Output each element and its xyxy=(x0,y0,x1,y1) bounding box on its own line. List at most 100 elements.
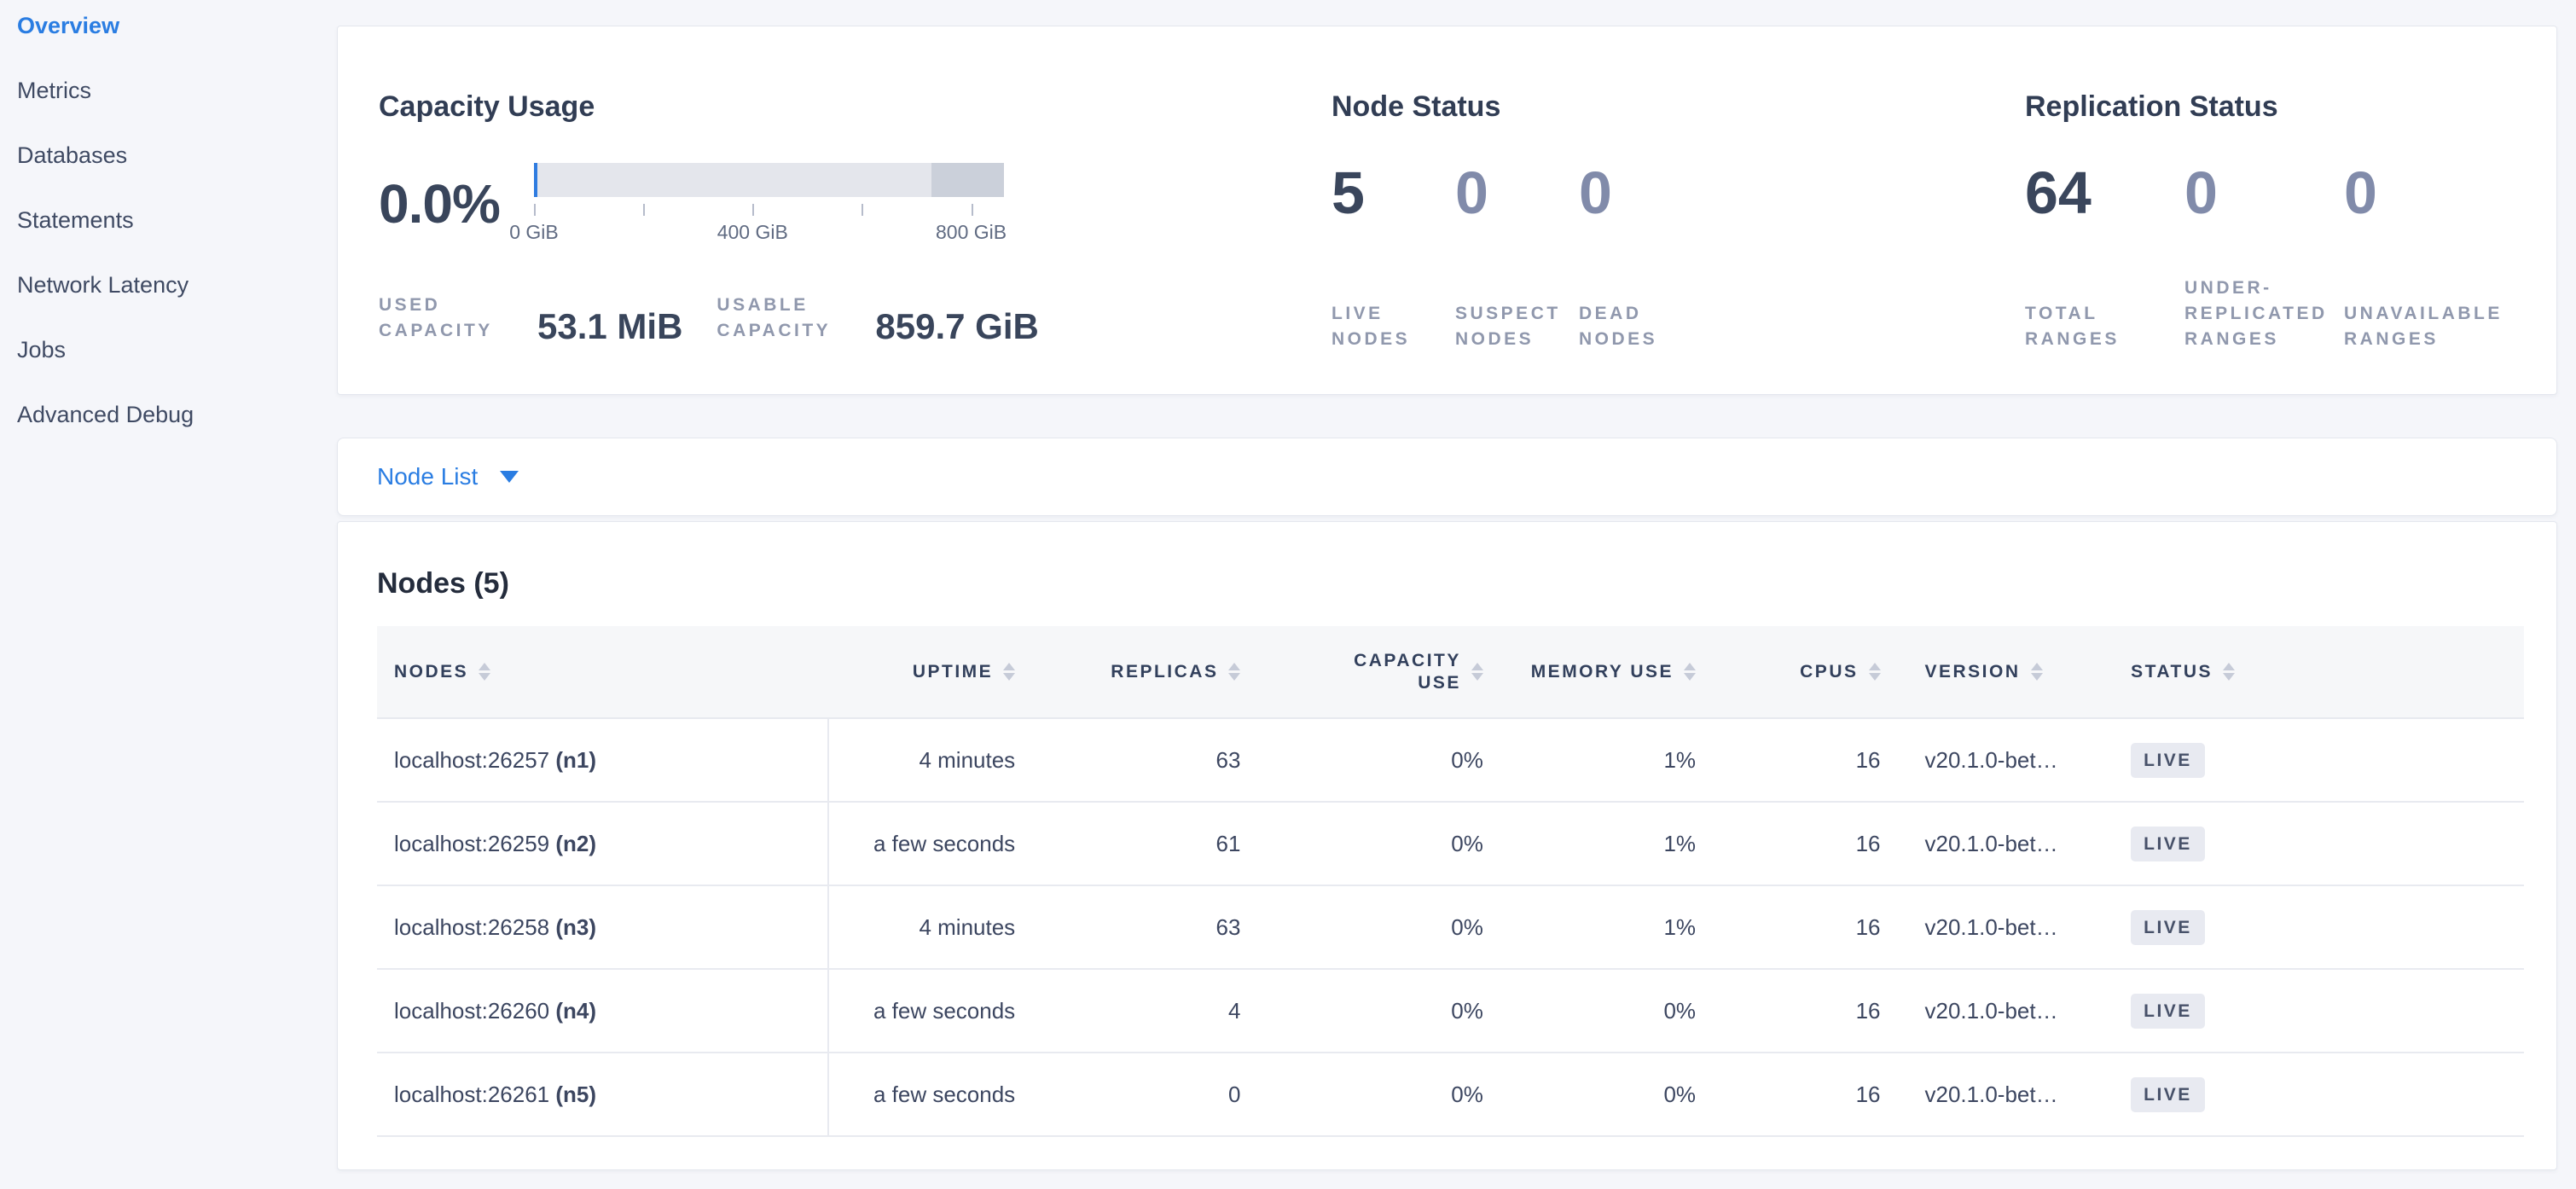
uptime-cell: a few seconds xyxy=(827,1053,1035,1137)
column-label: STATUS xyxy=(2131,661,2213,682)
nodes-panel: Nodes (5) NODES UPTIME REPLICAS xyxy=(337,521,2557,1170)
under-replicated-ranges-value: 0 xyxy=(2184,160,2218,226)
axis-tick xyxy=(752,204,755,216)
column-header-version[interactable]: VERSION xyxy=(1899,626,2106,719)
table-row[interactable]: localhost:26259 (n2) a few seconds 61 0% 1% 1… xyxy=(377,802,2524,886)
column-label: CPUS xyxy=(1800,661,1859,682)
axis-tick-label: 400 GiB xyxy=(717,221,788,243)
axis-tick xyxy=(971,204,973,216)
sidebar: Overview Metrics Databases Statements Ne… xyxy=(0,0,337,1189)
cpus-cell: 16 xyxy=(1714,885,1900,970)
dead-nodes-metric: 0 DEAD NODES xyxy=(1579,163,1703,352)
under-replicated-ranges-label: UNDER-REPLICATED RANGES xyxy=(2184,278,2328,349)
capacity-use-cell: 0% xyxy=(1259,802,1502,886)
column-header-status[interactable]: STATUS xyxy=(2105,626,2524,719)
column-header-replicas[interactable]: REPLICAS xyxy=(1034,626,1260,719)
sort-icon xyxy=(1868,663,1881,681)
axis-tick xyxy=(643,204,646,216)
capacity-gauge: 0 GiB 400 GiB 800 GiB xyxy=(509,163,1007,245)
memory-use-cell: 1% xyxy=(1501,718,1715,803)
sort-icon xyxy=(1684,663,1697,681)
status-badge: LIVE xyxy=(2131,826,2205,861)
sort-icon xyxy=(1003,663,1016,681)
capacity-usage-section: Capacity Usage 0.0% 0 GiB 400 GiB 800 GiB … xyxy=(338,26,1332,394)
node-list-dropdown[interactable]: Node List xyxy=(337,438,2557,516)
usable-capacity-label: USABLE CAPACITY xyxy=(717,295,832,340)
nodes-title: Nodes (5) xyxy=(377,567,509,600)
sort-icon xyxy=(1471,663,1483,681)
total-ranges-label: TOTAL RANGES xyxy=(2025,304,2120,349)
version-cell: v20.1.0-bet… xyxy=(1899,802,2106,886)
column-header-memory-use[interactable]: MEMORY USE xyxy=(1501,626,1715,719)
unavailable-ranges-metric: 0 UNAVAILABLE RANGES xyxy=(2344,163,2503,352)
capacity-axis-ticks xyxy=(534,204,1004,216)
node-address: localhost:26261 xyxy=(394,1081,550,1107)
version-cell: v20.1.0-bet… xyxy=(1899,885,2106,970)
unavailable-ranges-label: UNAVAILABLE RANGES xyxy=(2344,304,2503,349)
dead-nodes-label: DEAD NODES xyxy=(1579,304,1658,349)
memory-use-cell: 0% xyxy=(1501,1053,1715,1137)
column-label: REPLICAS xyxy=(1111,661,1219,682)
column-header-cpus[interactable]: CPUS xyxy=(1714,626,1900,719)
sidebar-item-advanced-debug[interactable]: Advanced Debug xyxy=(17,402,194,427)
unavailable-ranges-value: 0 xyxy=(2344,160,2377,226)
capacity-use-cell: 0% xyxy=(1259,718,1502,803)
node-address: localhost:26258 xyxy=(394,914,550,940)
node-address-cell: localhost:26260 (n4) xyxy=(377,969,828,1053)
node-address: localhost:26257 xyxy=(394,746,550,773)
memory-use-cell: 1% xyxy=(1501,885,1715,970)
node-id: (n4) xyxy=(555,997,597,1024)
status-badge: LIVE xyxy=(2131,993,2205,1029)
replicas-cell: 61 xyxy=(1034,802,1260,886)
uptime-cell: a few seconds xyxy=(827,969,1035,1053)
sidebar-item-databases[interactable]: Databases xyxy=(17,142,128,168)
suspect-nodes-label: SUSPECT NODES xyxy=(1455,304,1561,349)
column-header-capacity-use[interactable]: CAPACITY USE xyxy=(1259,626,1502,719)
status-cell: LIVE xyxy=(2105,969,2524,1053)
node-address: localhost:26259 xyxy=(394,830,550,856)
node-address-cell: localhost:26261 (n5) xyxy=(377,1053,828,1137)
column-label: MEMORY USE xyxy=(1530,661,1674,682)
status-cell: LIVE xyxy=(2105,718,2524,803)
total-ranges-value: 64 xyxy=(2025,160,2092,226)
total-ranges-metric: 64 TOTAL RANGES xyxy=(2025,163,2184,352)
sidebar-item-network-latency[interactable]: Network Latency xyxy=(17,272,189,298)
replicas-cell: 4 xyxy=(1034,969,1260,1053)
usable-capacity-value: 859.7 GiB xyxy=(875,306,1039,346)
capacity-bar-reserved-segment xyxy=(931,163,1004,197)
node-id: (n5) xyxy=(555,1081,597,1107)
axis-tick-label: 0 GiB xyxy=(509,221,559,243)
capacity-bar xyxy=(534,163,1004,197)
sidebar-item-overview[interactable]: Overview xyxy=(17,13,120,38)
table-row[interactable]: localhost:26257 (n1) 4 minutes 63 0% 1% 16 v20… xyxy=(377,718,2524,803)
cpus-cell: 16 xyxy=(1714,1053,1900,1137)
column-label: NODES xyxy=(394,661,469,682)
nodes-table: NODES UPTIME REPLICAS CAPACITY USE MEMOR… xyxy=(377,626,2524,1137)
replicas-cell: 63 xyxy=(1034,718,1260,803)
usable-capacity-stat: USABLE CAPACITY 859.7 GiB xyxy=(717,293,1039,346)
live-nodes-label: LIVE NODES xyxy=(1332,304,1411,349)
sidebar-item-metrics[interactable]: Metrics xyxy=(17,78,91,103)
column-header-uptime[interactable]: UPTIME xyxy=(827,626,1035,719)
replicas-cell: 0 xyxy=(1034,1053,1260,1137)
status-badge: LIVE xyxy=(2131,1076,2205,1112)
node-id: (n2) xyxy=(555,830,597,856)
sidebar-item-jobs[interactable]: Jobs xyxy=(17,337,67,362)
uptime-cell: a few seconds xyxy=(827,802,1035,886)
sidebar-item-statements[interactable]: Statements xyxy=(17,207,134,233)
table-row[interactable]: localhost:26260 (n4) a few seconds 4 0% 0% 16… xyxy=(377,969,2524,1053)
sort-icon xyxy=(2223,663,2236,681)
node-id: (n3) xyxy=(555,914,597,940)
table-row[interactable]: localhost:26261 (n5) a few seconds 0 0% 0% 16… xyxy=(377,1053,2524,1137)
suspect-nodes-value: 0 xyxy=(1455,160,1488,226)
capacity-percent: 0.0% xyxy=(379,173,501,235)
status-badge: LIVE xyxy=(2131,742,2205,778)
node-address-cell: localhost:26258 (n3) xyxy=(377,885,828,970)
table-row[interactable]: localhost:26258 (n3) 4 minutes 63 0% 1% 16 v20… xyxy=(377,885,2524,970)
column-header-nodes[interactable]: NODES xyxy=(377,626,828,719)
capacity-usage-title: Capacity Usage xyxy=(379,90,595,123)
memory-use-cell: 1% xyxy=(1501,802,1715,886)
memory-use-cell: 0% xyxy=(1501,969,1715,1053)
sort-icon xyxy=(1228,663,1241,681)
cpus-cell: 16 xyxy=(1714,969,1900,1053)
